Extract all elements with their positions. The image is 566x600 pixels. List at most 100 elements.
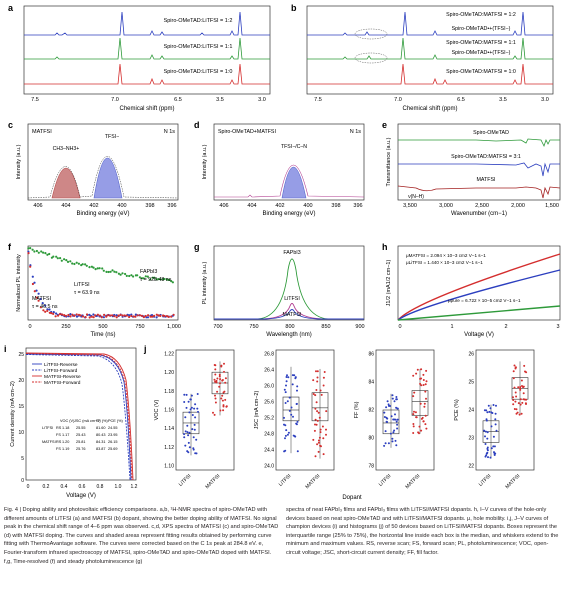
data-point bbox=[185, 406, 188, 409]
data-point bbox=[317, 450, 320, 453]
highlight-ellipse bbox=[354, 28, 388, 40]
data-point bbox=[188, 446, 191, 449]
panel-b: b Spiro-OMeTAD:MATFSI = 1:2 Spiro-OMeTAD… bbox=[291, 3, 554, 112]
data-point bbox=[386, 400, 389, 403]
plot-frame bbox=[175, 349, 235, 471]
data-point bbox=[52, 255, 55, 258]
data-point bbox=[316, 443, 319, 446]
data-point bbox=[190, 394, 193, 397]
data-point bbox=[216, 377, 219, 380]
data-point bbox=[487, 404, 490, 407]
tick-label: 0 bbox=[27, 484, 30, 490]
iv-curve-red bbox=[397, 253, 561, 321]
data-point bbox=[54, 315, 57, 318]
data-point bbox=[101, 267, 104, 270]
category-label: MATFSI bbox=[304, 473, 321, 490]
data-point bbox=[413, 391, 416, 394]
data-point bbox=[187, 400, 190, 403]
data-point bbox=[195, 438, 198, 441]
data-point bbox=[322, 437, 325, 440]
data-point bbox=[60, 259, 63, 262]
data-point bbox=[394, 413, 396, 416]
peak-label: CH3–NH3+ bbox=[53, 146, 80, 152]
data-point bbox=[221, 394, 224, 397]
data-point bbox=[146, 275, 149, 278]
data-point bbox=[422, 379, 425, 381]
tick-label: 20 bbox=[18, 378, 24, 384]
data-point bbox=[29, 265, 32, 268]
plot-frame bbox=[475, 349, 535, 471]
data-point bbox=[490, 425, 493, 428]
data-point bbox=[88, 313, 91, 316]
data-point bbox=[421, 416, 424, 419]
data-point bbox=[284, 437, 286, 440]
raw-spectrum bbox=[27, 156, 179, 199]
data-point bbox=[486, 411, 489, 414]
data-point bbox=[512, 377, 515, 380]
tick-label: 398 bbox=[331, 203, 340, 209]
data-point bbox=[425, 427, 428, 430]
data-point bbox=[125, 314, 128, 317]
tick-label: 2,500 bbox=[475, 203, 489, 209]
tick-label: 78 bbox=[368, 464, 374, 470]
tick-label: 0.2 bbox=[43, 484, 50, 490]
data-point bbox=[170, 280, 173, 283]
panel-letter: e bbox=[382, 120, 387, 130]
data-point bbox=[69, 260, 72, 263]
tick-label: 3.0 bbox=[541, 97, 549, 103]
table-cell: 24.55 bbox=[108, 426, 118, 430]
series-label: μMATFSI = 2.094 × 10−3 cm2 V−1 s−1 bbox=[406, 253, 486, 258]
data-point bbox=[312, 438, 315, 441]
data-point bbox=[484, 443, 487, 445]
data-point bbox=[392, 431, 395, 434]
data-point bbox=[391, 397, 394, 400]
data-point bbox=[396, 418, 399, 421]
data-point bbox=[391, 440, 394, 443]
data-point bbox=[316, 370, 319, 373]
pl-curve-blue bbox=[214, 309, 364, 320]
data-point bbox=[52, 312, 55, 315]
data-point bbox=[42, 309, 45, 312]
data-point bbox=[325, 410, 328, 413]
caption-right: spectra of neat FAPbI₃ films and FAPbI₃ … bbox=[286, 507, 559, 556]
data-point bbox=[394, 439, 397, 442]
plot-frame bbox=[375, 349, 435, 471]
data-point bbox=[121, 314, 124, 317]
data-point bbox=[155, 316, 158, 319]
data-point bbox=[486, 446, 489, 449]
data-point bbox=[424, 390, 427, 393]
jv-matfsi-forward bbox=[25, 353, 133, 481]
tick-label: 900 bbox=[355, 324, 364, 330]
data-point bbox=[489, 456, 492, 459]
tick-label: 398 bbox=[145, 203, 154, 209]
data-point bbox=[105, 270, 108, 273]
data-point bbox=[35, 249, 39, 253]
data-point bbox=[485, 409, 488, 412]
data-point bbox=[79, 314, 82, 317]
data-point bbox=[514, 391, 517, 394]
data-point bbox=[317, 411, 320, 414]
y-axis-title: Intensity (a.u.) bbox=[202, 144, 208, 179]
data-point bbox=[316, 380, 319, 383]
data-point bbox=[41, 302, 44, 305]
tick-label: 23 bbox=[468, 436, 474, 442]
data-point bbox=[134, 315, 137, 318]
data-point bbox=[393, 429, 396, 432]
data-point bbox=[494, 418, 497, 421]
data-point bbox=[59, 257, 62, 260]
data-point bbox=[157, 314, 160, 317]
series-label: μLiTFSI = 1.440 × 10−3 cm2 V−1 s−1 bbox=[406, 260, 483, 265]
data-point bbox=[163, 277, 166, 281]
data-point bbox=[98, 267, 101, 270]
data-point bbox=[288, 409, 291, 412]
tick-label: 402 bbox=[89, 203, 98, 209]
data-point bbox=[150, 314, 154, 317]
tick-label: 6.5 bbox=[174, 97, 182, 103]
data-point bbox=[515, 408, 518, 411]
data-point bbox=[318, 416, 321, 419]
data-point bbox=[92, 316, 95, 319]
iv-curve-blue bbox=[397, 269, 561, 321]
sample-label: MATFSI bbox=[32, 129, 52, 135]
spectrum-darkred bbox=[397, 185, 561, 199]
y-axis-title: PCE (%) bbox=[454, 399, 460, 421]
